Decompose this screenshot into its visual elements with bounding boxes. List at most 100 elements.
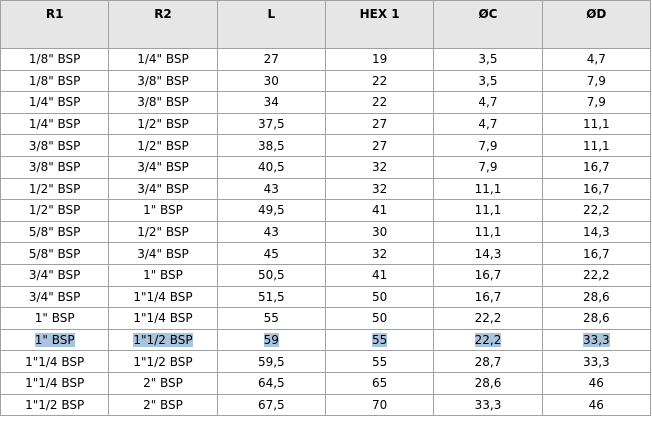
- cell-text: 40,5: [257, 160, 285, 175]
- cell-text: 7,9: [586, 73, 606, 88]
- cell-text: 43: [263, 225, 279, 240]
- table-cell: 16,7: [541, 155, 652, 179]
- table-cell: 50,5: [216, 263, 326, 287]
- column-header: R1: [0, 0, 110, 49]
- cell-text: 70: [372, 397, 388, 412]
- table-cell: 1/2" BSP: [0, 199, 110, 222]
- cell-text: 22,2: [474, 333, 502, 348]
- cell-text: 1"1/4 BSP: [25, 354, 85, 369]
- table-row: 1/2" BSP 1" BSP 49,5 41 11,1 22,2: [0, 199, 652, 222]
- cell-text: 11,1: [582, 138, 610, 153]
- table-cell: 1" BSP: [108, 263, 218, 287]
- table-cell: 1"1/4 BSP: [0, 371, 110, 395]
- table-cell: 64,5: [216, 371, 326, 395]
- table-cell: 3,5: [433, 69, 543, 93]
- table-cell: 3/4" BSP: [0, 285, 110, 309]
- cell-text: 14,3: [474, 246, 502, 261]
- table-cell: 55: [324, 350, 435, 373]
- table-cell: 22: [324, 91, 435, 114]
- table-cell: 1/4" BSP: [0, 112, 110, 136]
- cell-text: 67,5: [257, 397, 285, 412]
- cell-text: 22,2: [582, 268, 610, 283]
- table-cell: 27: [324, 134, 435, 157]
- table-cell: 67,5: [216, 393, 326, 417]
- table-cell: 3,5: [433, 48, 543, 71]
- table-cell: 1"1/2 BSP: [108, 328, 218, 352]
- cell-text: 46: [588, 397, 604, 412]
- cell-text: 3/4" BSP: [28, 268, 81, 283]
- table-cell: 3/4" BSP: [108, 242, 218, 265]
- table-cell: 27: [324, 112, 435, 136]
- cell-text: 16,7: [582, 246, 610, 261]
- cell-text: 59: [263, 333, 279, 348]
- cell-text: 38,5: [257, 138, 285, 153]
- cell-text: 4,7: [478, 95, 498, 110]
- table-cell: 32: [324, 155, 435, 179]
- table-row: 3/8" BSP 3/4" BSP 40,5 32 7,9 16,7: [0, 155, 652, 179]
- table-cell: 55: [324, 328, 435, 352]
- table-cell: 2" BSP: [108, 371, 218, 395]
- cell-text: 2" BSP: [143, 397, 183, 412]
- table-row: 1/2" BSP 3/4" BSP 43 32 11,1 16,7: [0, 177, 652, 201]
- table-cell: 1/8" BSP: [0, 69, 110, 93]
- table-cell: 28,6: [433, 371, 543, 395]
- cell-text: 22: [372, 73, 388, 88]
- table-cell: 49,5: [216, 199, 326, 222]
- cell-text: 28,7: [474, 354, 502, 369]
- table-cell: 11,1: [433, 199, 543, 222]
- cell-text: 65: [372, 376, 388, 391]
- cell-text: 27: [263, 52, 279, 67]
- cell-text: 49,5: [257, 203, 285, 218]
- cell-text: 64,5: [257, 376, 285, 391]
- cell-text: 2" BSP: [143, 376, 183, 391]
- table-cell: 1"1/4 BSP: [108, 285, 218, 309]
- table-cell: 1/2" BSP: [108, 112, 218, 136]
- table-cell: 3/4" BSP: [108, 177, 218, 201]
- cell-text: 16,7: [582, 181, 610, 196]
- table-row: 1" BSP 1"1/4 BSP 55 50 22,2 28,6: [0, 307, 652, 330]
- header-row: R1 R2 L HEX 1 ØC ØD: [0, 0, 652, 49]
- table-cell: 1/8" BSP: [0, 48, 110, 71]
- cell-text: 55: [372, 333, 388, 348]
- table-cell: 1/2" BSP: [108, 134, 218, 157]
- column-header: L: [216, 0, 326, 49]
- table-cell: 1"1/2 BSP: [108, 350, 218, 373]
- table-cell: 3/8" BSP: [0, 155, 110, 179]
- table-cell: 33,3: [541, 328, 652, 352]
- table-cell: 32: [324, 242, 435, 265]
- table-cell: 2" BSP: [108, 393, 218, 417]
- cell-text: 7,9: [478, 160, 498, 175]
- table-cell: 43: [216, 177, 326, 201]
- cell-text: 3,5: [478, 73, 498, 88]
- cell-text: 27: [372, 138, 388, 153]
- cell-text: 5/8" BSP: [28, 246, 81, 261]
- table-row: 5/8" BSP 3/4" BSP 45 32 14,3 16,7: [0, 242, 652, 265]
- cell-text: 43: [263, 181, 279, 196]
- table-cell: 3/4" BSP: [108, 155, 218, 179]
- cell-text: 16,7: [582, 160, 610, 175]
- cell-text: 22,2: [582, 203, 610, 218]
- table-cell: 33,3: [541, 350, 652, 373]
- cell-text: 28,6: [474, 376, 502, 391]
- table-row: 1"1/2 BSP 2" BSP 67,5 70 33,3 46: [0, 393, 652, 417]
- table-cell: 5/8" BSP: [0, 242, 110, 265]
- cell-text: 4,7: [586, 52, 606, 67]
- cell-text: 16,7: [474, 289, 502, 304]
- cell-text: 1/8" BSP: [28, 52, 81, 67]
- cell-text: 34: [263, 95, 279, 110]
- cell-text: 41: [372, 268, 388, 283]
- table-row: 1/4" BSP 3/8" BSP 34 22 4,7 7,9: [0, 91, 652, 114]
- table-cell: 28,7: [433, 350, 543, 373]
- column-header: ØC: [433, 0, 543, 49]
- table-cell: 70: [324, 393, 435, 417]
- table-cell: 59: [216, 328, 326, 352]
- cell-text: 7,9: [478, 138, 498, 153]
- cell-text: 1" BSP: [34, 333, 75, 348]
- table-row: 1"1/4 BSP 2" BSP 64,5 65 28,6 46: [0, 371, 652, 395]
- table-body: 1/8" BSP 1/4" BSP 27 19 3,5 4,7 1/8" BSP 3/8" B…: [0, 48, 652, 417]
- table-cell: 7,9: [541, 69, 652, 93]
- cell-text: 1" BSP: [143, 268, 183, 283]
- table-cell: 32: [324, 177, 435, 201]
